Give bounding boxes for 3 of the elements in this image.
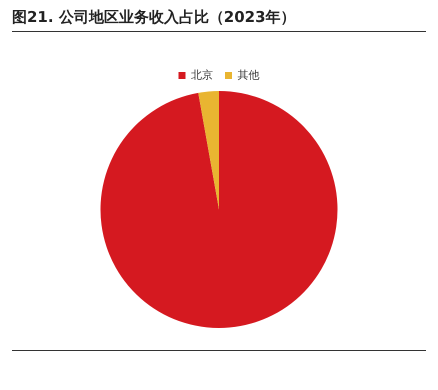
legend-label: 北京 (191, 68, 213, 82)
legend-label: 其他 (238, 68, 260, 82)
chart-title: 图21. 公司地区业务收入占比（2023年） (12, 8, 426, 32)
